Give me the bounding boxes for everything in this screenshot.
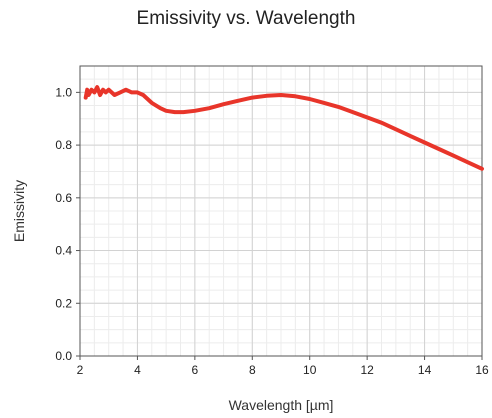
y-axis-ticks: 0.0 0.2 0.4 0.6 0.8 1.0 <box>55 85 80 363</box>
x-tick-label: 6 <box>192 363 199 377</box>
y-tick-label: 0.0 <box>55 349 72 363</box>
x-axis-ticks: 2 4 6 8 10 12 14 16 <box>77 356 489 377</box>
x-tick-label: 8 <box>249 363 256 377</box>
y-axis-label: Emissivity <box>11 180 27 242</box>
plot-frame <box>79 65 483 357</box>
chart-title: Emissivity vs. Wavelength <box>136 8 356 29</box>
y-tick-label: 0.8 <box>55 138 72 152</box>
x-tick-label: 16 <box>475 363 489 377</box>
series-layer <box>83 85 484 171</box>
y-tick-label: 0.4 <box>55 244 72 258</box>
x-tick-label: 10 <box>303 363 317 377</box>
x-tick-label: 12 <box>360 363 374 377</box>
x-tick-label: 14 <box>418 363 432 377</box>
x-tick-label: 4 <box>134 363 141 377</box>
y-tick-label: 0.6 <box>55 191 72 205</box>
plot-border <box>79 65 483 357</box>
y-tick-label: 0.2 <box>55 296 72 310</box>
emissivity-series-line <box>83 85 484 171</box>
x-tick-label: 2 <box>77 363 84 377</box>
y-tick-label: 1.0 <box>55 85 72 99</box>
minor-grid <box>79 65 483 357</box>
x-axis-label: Wavelength [µm] <box>229 397 334 413</box>
